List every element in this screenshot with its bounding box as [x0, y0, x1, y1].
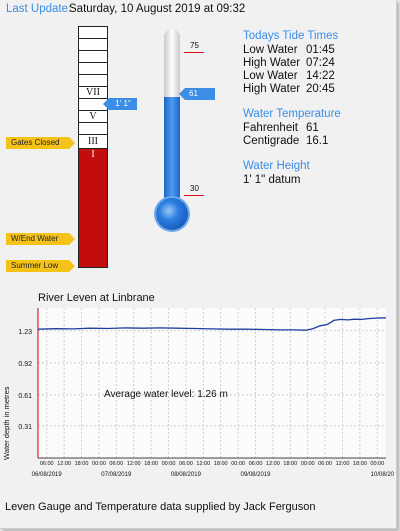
x-tick-label: 06:00 — [109, 461, 123, 467]
chart-title: River Leven at Linbrane — [38, 292, 155, 304]
water-height-title: Water Height — [243, 160, 310, 172]
tide-row-time: 07:24 — [306, 57, 335, 69]
gauge-label-iii: III — [79, 135, 107, 149]
x-tick-label: 00:00 — [370, 461, 384, 467]
gauge-label-i: I — [91, 149, 95, 160]
x-tick-label: 00:00 — [162, 461, 176, 467]
gauge-cell — [79, 123, 107, 135]
w-end-water-flag: W/End Water — [6, 233, 75, 245]
tide-row-time: 01:45 — [306, 44, 335, 56]
level-marker: 1' 1" — [103, 98, 137, 110]
tide-title: Todays Tide Times — [243, 30, 339, 42]
tide-row-type: High Water — [243, 83, 301, 95]
x-tick-label: 18:00 — [353, 461, 367, 467]
y-tick-label: 1.23 — [18, 329, 32, 336]
x-tick-label: 12:00 — [196, 461, 210, 467]
average-annotation: Average water level: 1.26 m — [104, 389, 228, 400]
x-tick-label: 06:00 — [40, 461, 54, 467]
date-label: 09/08/2019 — [240, 472, 271, 478]
x-tick-label: 18:00 — [283, 461, 297, 467]
x-tick-label: 06:00 — [179, 461, 193, 467]
x-tick-label: 00:00 — [231, 461, 245, 467]
thermometer-fill — [164, 96, 180, 210]
x-tick-label: 00:00 — [301, 461, 315, 467]
x-tick-label: 18:00 — [214, 461, 228, 467]
date-label: 08/08/2019 — [171, 472, 202, 478]
x-tick-label: 18:00 — [144, 461, 158, 467]
x-tick-label: 12:00 — [57, 461, 71, 467]
x-tick-label: 12:00 — [266, 461, 280, 467]
chart-plot-area — [38, 308, 386, 458]
tide-row-type: Low Water — [243, 70, 298, 82]
date-label: 10/08/20 — [371, 472, 395, 478]
y-tick-label: 0.92 — [18, 361, 32, 368]
x-tick-label: 12:00 — [336, 461, 350, 467]
gates-closed-flag: Gates Closed — [6, 137, 75, 149]
thermometer-max-label: 75 — [190, 41, 199, 50]
thermometer-tube — [164, 29, 180, 210]
x-tick-label: 06:00 — [249, 461, 263, 467]
gauge-label-vii: VII — [79, 87, 107, 99]
data-credit: Leven Gauge and Temperature data supplie… — [5, 501, 316, 513]
thermometer-min-label: 30 — [190, 184, 199, 193]
last-update-value: Saturday, 10 August 2019 at 09:32 — [69, 3, 246, 15]
gauge-cell — [79, 39, 107, 51]
last-update-label: Last Update: — [6, 3, 72, 15]
tide-row-type: High Water — [243, 57, 301, 69]
gauge-cell — [79, 99, 107, 111]
x-tick-label: 18:00 — [75, 461, 89, 467]
tide-row-time: 20:45 — [306, 83, 335, 95]
x-tick-label: 12:00 — [127, 461, 141, 467]
water-temperature-unit: Centigrade — [243, 135, 300, 147]
water-temperature-title: Water Temperature — [243, 108, 341, 120]
tide-row-type: Low Water — [243, 44, 298, 56]
y-tick-label: 0.31 — [18, 424, 32, 431]
thermometer-min-tick — [184, 195, 204, 196]
summer-low-flag: Summer Low — [6, 260, 75, 272]
date-label: 06/08/2019 — [32, 472, 63, 478]
tide-row-time: 14:22 — [306, 70, 335, 82]
gauge-cell — [79, 27, 107, 39]
thermometer-bulb — [156, 198, 188, 230]
water-temperature-value: 16.1 — [306, 135, 329, 147]
water-level-chart: 1.230.920.610.31 06:00 12:00 18:00 00:00 06:… — [2, 308, 395, 478]
x-tick-label: 06:00 — [318, 461, 332, 467]
gauge-cell — [79, 51, 107, 63]
date-label: 07/08/2019 — [101, 472, 132, 478]
water-temperature-value: 61 — [306, 122, 319, 134]
x-tick-label: 00:00 — [92, 461, 106, 467]
gauge-cell — [79, 63, 107, 75]
water-height-value: 1' 1" datum — [243, 174, 301, 186]
series-line — [37, 317, 387, 331]
level-gauge: VII V III I — [78, 26, 108, 268]
y-axis-label: Water depth in metres — [2, 386, 11, 460]
y-tick-label: 0.61 — [18, 393, 32, 400]
gauge-label-v: V — [79, 111, 107, 123]
temperature-marker: 61 — [179, 88, 215, 100]
thermometer-max-tick — [184, 52, 204, 53]
water-temperature-unit: Fahrenheit — [243, 122, 298, 134]
gauge-red-zone: I — [79, 149, 107, 267]
gauge-cell — [79, 75, 107, 87]
